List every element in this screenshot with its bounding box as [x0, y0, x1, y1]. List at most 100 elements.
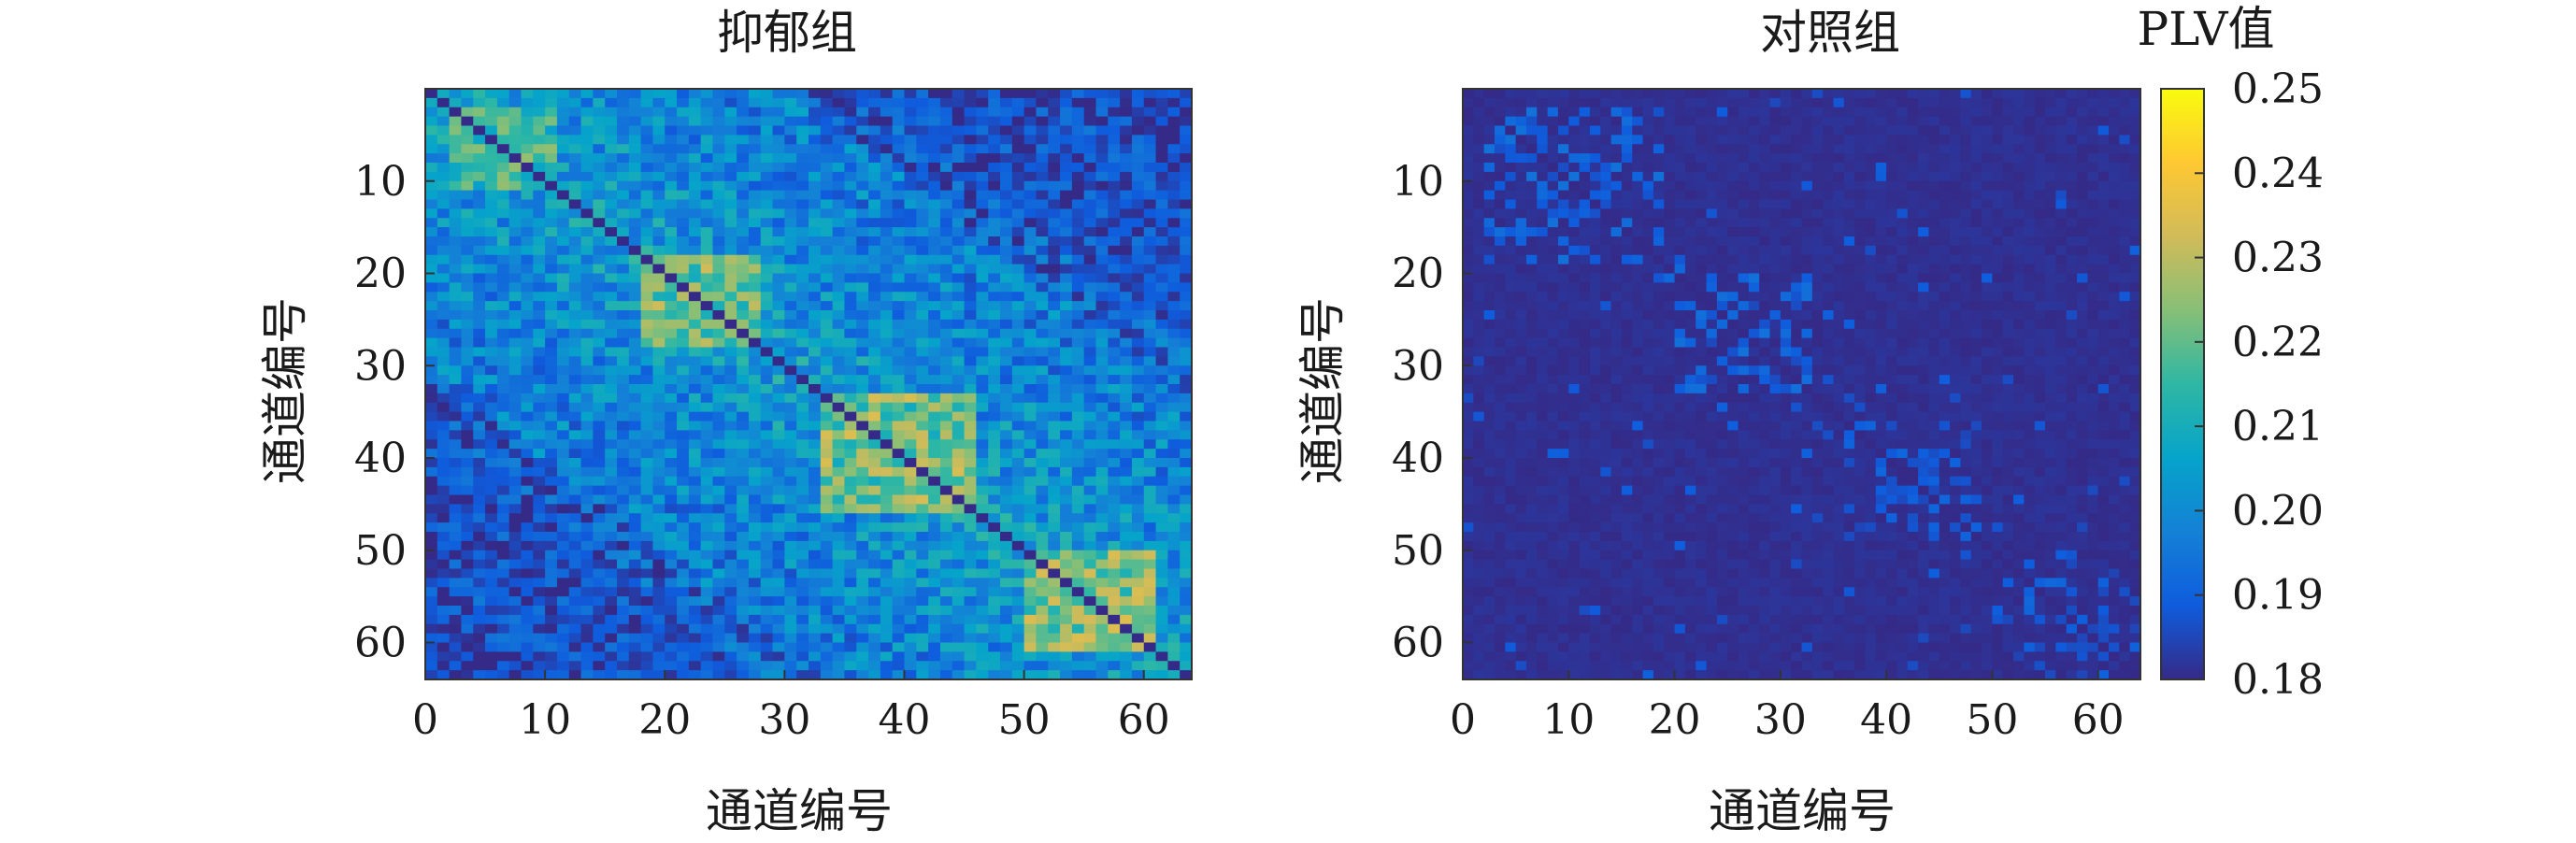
- heatmap-cell: [1494, 208, 1506, 219]
- heatmap-cell: [939, 89, 953, 99]
- heatmap-cell: [496, 365, 510, 376]
- heatmap-cell: [1071, 661, 1085, 671]
- heatmap-cell: [1854, 199, 1867, 209]
- heatmap-cell: [1463, 190, 1474, 201]
- heatmap-cell: [988, 116, 1001, 127]
- heatmap-cell: [1083, 264, 1097, 275]
- heatmap-cell: [832, 568, 846, 579]
- heatmap-cell: [939, 282, 953, 293]
- heatmap-cell: [976, 578, 989, 588]
- x-tick-label: 50: [998, 696, 1051, 744]
- heatmap-cell: [605, 458, 618, 468]
- heatmap-cell: [1048, 393, 1061, 404]
- heatmap-cell: [593, 328, 606, 339]
- heatmap-cell: [1167, 375, 1181, 385]
- heatmap-cell: [1791, 107, 1803, 118]
- heatmap-cell: [880, 476, 894, 487]
- heatmap-cell: [2129, 89, 2141, 99]
- heatmap-cell: [964, 651, 977, 662]
- heatmap-cell: [1600, 199, 1612, 209]
- heatmap-cell: [1621, 125, 1633, 136]
- heatmap-cell: [1907, 107, 1919, 118]
- heatmap-cell: [1674, 144, 1686, 154]
- heatmap-cell: [2097, 199, 2110, 209]
- heatmap-cell: [605, 633, 618, 644]
- heatmap-cell: [1011, 661, 1025, 671]
- heatmap-cell: [904, 264, 917, 275]
- heatmap-cell: [844, 430, 857, 440]
- heatmap-cell: [1950, 180, 1962, 192]
- heatmap-cell: [760, 218, 774, 228]
- heatmap-cell: [809, 494, 822, 505]
- heatmap-cell: [964, 199, 977, 209]
- heatmap-cell: [760, 135, 774, 145]
- heatmap-cell: [748, 384, 762, 394]
- heatmap-cell: [1108, 227, 1121, 237]
- heatmap-cell: [1642, 125, 1654, 136]
- heatmap-cell: [1036, 328, 1049, 339]
- heatmap-cell: [652, 402, 665, 413]
- heatmap-cell: [556, 411, 570, 422]
- heatmap-cell: [1143, 504, 1157, 514]
- heatmap-cell: [556, 642, 570, 652]
- heatmap-cell: [628, 532, 642, 542]
- heatmap-cell: [1167, 670, 1181, 680]
- heatmap-cell: [748, 319, 762, 330]
- heatmap-cell: [700, 190, 714, 201]
- heatmap-cell: [724, 264, 737, 275]
- heatmap-cell: [1143, 623, 1157, 635]
- heatmap-cell: [928, 171, 941, 182]
- heatmap-cell: [508, 411, 522, 422]
- heatmap-cell: [737, 190, 750, 201]
- heatmap-cell: [737, 301, 750, 311]
- heatmap-cell: [1131, 337, 1145, 349]
- heatmap-cell: [1095, 144, 1109, 154]
- heatmap-cell: [2055, 135, 2068, 145]
- heatmap-cell: [628, 430, 642, 440]
- heatmap-cell: [593, 292, 606, 302]
- heatmap-cell: [545, 532, 558, 542]
- heatmap-cell: [1473, 199, 1485, 209]
- heatmap-cell: [2002, 190, 2014, 201]
- heatmap-cell: [844, 614, 857, 625]
- heatmap-cell: [748, 190, 762, 201]
- heatmap-cell: [988, 411, 1001, 422]
- heatmap-cell: [737, 476, 750, 487]
- heatmap-cell: [1547, 125, 1559, 136]
- heatmap-cell: [892, 310, 906, 321]
- heatmap-cell: [868, 116, 881, 127]
- heatmap-cell: [1483, 125, 1496, 136]
- heatmap-cell: [868, 273, 881, 283]
- heatmap-cell: [1791, 116, 1803, 127]
- heatmap-cell: [1706, 171, 1718, 182]
- heatmap-cell: [473, 494, 486, 505]
- heatmap-cell: [904, 153, 917, 164]
- heatmap-cell: [748, 485, 762, 496]
- heatmap-cell: [473, 642, 486, 652]
- heatmap-cell: [1095, 218, 1109, 228]
- heatmap-cell: [521, 485, 534, 496]
- heatmap-cell: [436, 227, 451, 237]
- heatmap-cell: [1143, 466, 1157, 478]
- heatmap-cell: [796, 144, 809, 154]
- heatmap-cell: [473, 568, 486, 579]
- heatmap-cell: [640, 661, 654, 671]
- heatmap-cell: [700, 550, 714, 561]
- heatmap-cell: [1083, 89, 1097, 99]
- heatmap-cell: [1108, 236, 1121, 247]
- heatmap-cell: [1095, 651, 1109, 662]
- heatmap-cell: [724, 347, 737, 357]
- heatmap-cell: [533, 319, 546, 330]
- heatmap-cell: [1095, 125, 1109, 136]
- heatmap-cell: [1023, 504, 1038, 514]
- heatmap-cell: [1071, 421, 1085, 431]
- heatmap-cell: [2024, 144, 2036, 154]
- heatmap-cell: [1632, 116, 1644, 127]
- heatmap-cell: [1036, 606, 1049, 616]
- heatmap-cell: [665, 153, 678, 164]
- heatmap-cell: [1131, 365, 1145, 376]
- heatmap-cell: [556, 458, 570, 468]
- heatmap-cell: [1095, 578, 1109, 588]
- heatmap-cell: [1970, 199, 1982, 209]
- heatmap-cell: [1547, 135, 1559, 145]
